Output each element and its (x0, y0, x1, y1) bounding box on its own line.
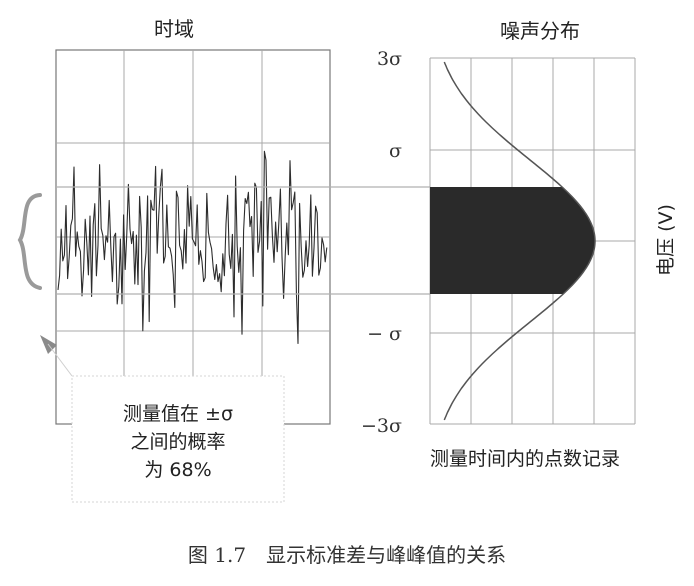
callout-line-1: 测量值在 ±σ (123, 403, 233, 425)
gaussian-curve (443, 61, 596, 421)
sigma-range-brace (17, 193, 42, 290)
callout-box: 测量值在 ±σ 之间的概率 为 68% (71, 375, 285, 503)
voltage-axis-label: 电压 (V) (655, 204, 677, 276)
time-domain-title: 时域 (154, 17, 194, 41)
callout-line-3: 为 68% (144, 459, 211, 481)
noise-trace (57, 150, 328, 345)
sigma-guide-lines (56, 186, 430, 295)
count-axis-label: 测量时间内的点数记录 (430, 448, 620, 470)
callout-line-2: 之间的概率 (130, 431, 225, 453)
time-domain-panel: 时域 (55, 17, 331, 425)
tick-label-3sigma: 3σ (377, 48, 402, 70)
callout-leader (47, 343, 73, 377)
tick-label-sigma: σ (389, 140, 402, 162)
tick-label-minus-sigma: − σ (367, 323, 402, 345)
tick-label-minus-3sigma: −3σ (361, 415, 402, 437)
figure-caption: 图 1.7 显示标准差与峰峰值的关系 (188, 543, 506, 567)
one-sigma-shaded-area (430, 187, 595, 294)
distribution-title: 噪声分布 (500, 19, 580, 43)
distribution-panel: 噪声分布 3σ σ − σ −3σ 测量时间内的点数记录 电压 (V) (361, 19, 677, 470)
